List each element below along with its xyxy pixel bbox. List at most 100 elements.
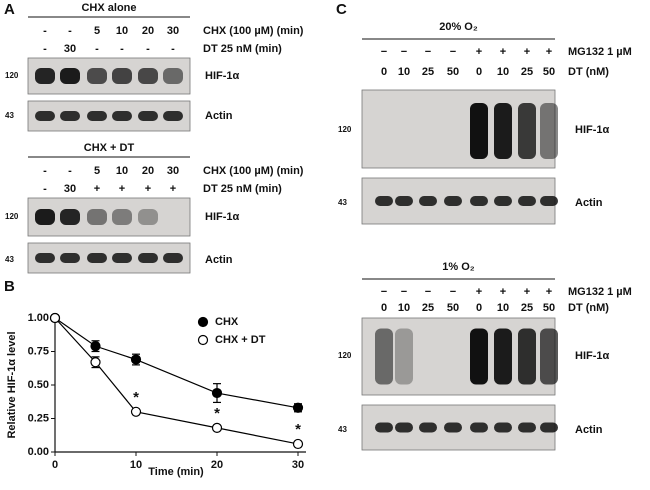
significance-mark: * [295,421,301,438]
blot-band [35,111,55,121]
data-point [211,422,223,433]
data-point [292,402,304,413]
blot-band [112,68,132,84]
lane-condition: 50 [447,66,459,78]
lane-condition: − [450,286,456,298]
y-axis-label: Relative HIF-1α level [6,331,18,438]
blot-label: HIF-1α [575,350,610,362]
lane-condition: - [43,183,47,195]
lane-condition: 30 [167,25,179,37]
blot-band [375,422,393,433]
blot-band [494,196,512,206]
data-point [130,406,142,417]
blot-band [60,253,80,263]
lane-condition: 0 [476,66,482,78]
lane-condition: − [381,46,387,58]
blot-band [163,111,183,121]
row-label: MG132 1 µM [568,46,632,58]
data-point [90,341,101,352]
blot-band [419,422,437,433]
lane-condition: - [146,43,150,55]
lane-condition: 10 [116,25,128,37]
blot-band [494,422,512,433]
blot-band [470,103,488,159]
lane-condition: 30 [64,43,76,55]
blot-band [540,422,558,433]
blot-band [470,422,488,433]
lane-condition: + [546,46,552,58]
legend-marker [197,334,209,346]
blot-label: HIF-1α [205,211,240,223]
y-tick-label: 0.50 [28,379,49,391]
lane-condition: + [94,183,100,195]
row-label: DT (nM) [568,302,609,314]
blot-band [112,253,132,263]
molecular-weight: 43 [338,198,347,207]
lane-condition: 10 [497,302,509,314]
molecular-weight: 120 [338,125,352,134]
blot-band [138,111,158,121]
blot-band [540,328,558,385]
lane-condition: 5 [94,25,100,37]
blot-band [470,196,488,206]
lane-condition: 30 [167,165,179,177]
molecular-weight: 43 [338,425,347,434]
lane-condition: 20 [142,165,154,177]
lane-condition: - [68,25,72,37]
lane-condition: + [546,286,552,298]
blot-band [540,103,558,159]
lane-condition: - [171,43,175,55]
lane-condition: + [500,286,506,298]
blot-band [60,68,80,84]
lane-condition: - [68,165,72,177]
panel-label: C [336,1,347,18]
y-tick-label: 0.00 [28,446,49,458]
lane-condition: - [95,43,99,55]
lane-condition: + [145,183,151,195]
blot-band [375,196,393,206]
blot-band [112,209,132,225]
lane-condition: + [476,286,482,298]
lane-condition: 25 [422,66,434,78]
x-axis-label: Time (min) [148,466,204,478]
blot-band [470,328,488,385]
molecular-weight: 43 [5,111,14,120]
blot-band [87,68,107,84]
y-tick-label: 1.00 [28,312,49,324]
blot-band [163,253,183,263]
blot-label: HIF-1α [205,70,240,82]
lane-condition: 10 [116,165,128,177]
legend-label: CHX [215,316,239,328]
molecular-weight: 120 [5,212,19,221]
lane-condition: + [119,183,125,195]
lane-condition: + [170,183,176,195]
blot-label: Actin [575,424,603,436]
y-tick-label: 0.75 [28,345,49,357]
lane-condition: - [43,43,47,55]
blot-band [163,68,183,84]
lane-condition: 0 [381,302,387,314]
lane-condition: 30 [64,183,76,195]
lane-condition: - [120,43,124,55]
blot-band [87,253,107,263]
lane-condition: 10 [398,66,410,78]
lane-condition: 25 [521,66,533,78]
blot-band [419,196,437,206]
lane-condition: + [500,46,506,58]
significance-mark: * [133,389,139,406]
blot-label: HIF-1α [575,124,610,136]
blot-band [138,209,158,225]
blot-band [375,328,393,385]
blot-band [494,328,512,385]
molecular-weight: 120 [5,71,19,80]
data-point [292,438,304,450]
block-title: CHX + DT [84,142,135,154]
blot-band [112,111,132,121]
y-tick-label: 0.25 [28,412,49,424]
x-tick-label: 30 [292,459,304,471]
lane-condition: − [381,286,387,298]
blot-band [444,422,462,433]
lane-condition: 25 [521,302,533,314]
molecular-weight: 43 [5,255,14,264]
